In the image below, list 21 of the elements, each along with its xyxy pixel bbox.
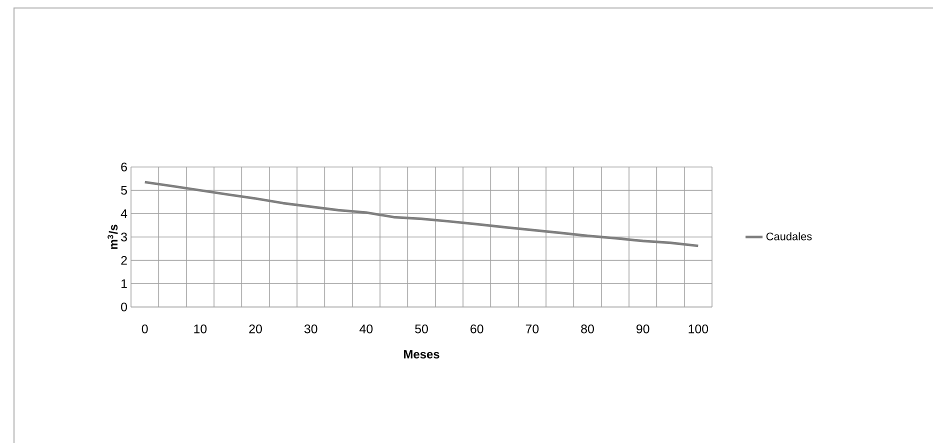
x-tick-label: 50 [415, 324, 428, 334]
x-tick-label: 100 [688, 324, 708, 334]
x-tick-label: 20 [249, 324, 262, 334]
x-tick-label: 10 [194, 324, 207, 334]
x-axis-title: Meses [404, 350, 440, 358]
y-axis-title: m$^{3}$/s [108, 224, 118, 249]
x-tick-label: 30 [304, 324, 318, 334]
x-tick-label: 80 [581, 324, 594, 334]
x-tick-label: 90 [636, 324, 650, 334]
y-tick-label: 0 [121, 302, 127, 312]
legend-label: Caudales [766, 232, 812, 240]
y-tick-label: 1 [122, 279, 127, 288]
x-tick-label: 60 [470, 324, 484, 334]
y-tick-label: 3 [121, 232, 127, 242]
x-tick-label: 0 [142, 324, 148, 334]
x-tick-label: 70 [526, 324, 539, 334]
y-tick-label: 4 [120, 209, 128, 218]
y-tick-label: 5 [121, 186, 127, 195]
x-tick-label: 40 [360, 324, 373, 334]
y-tick-label: 6 [121, 162, 127, 172]
y-tick-label: 2 [121, 256, 127, 265]
